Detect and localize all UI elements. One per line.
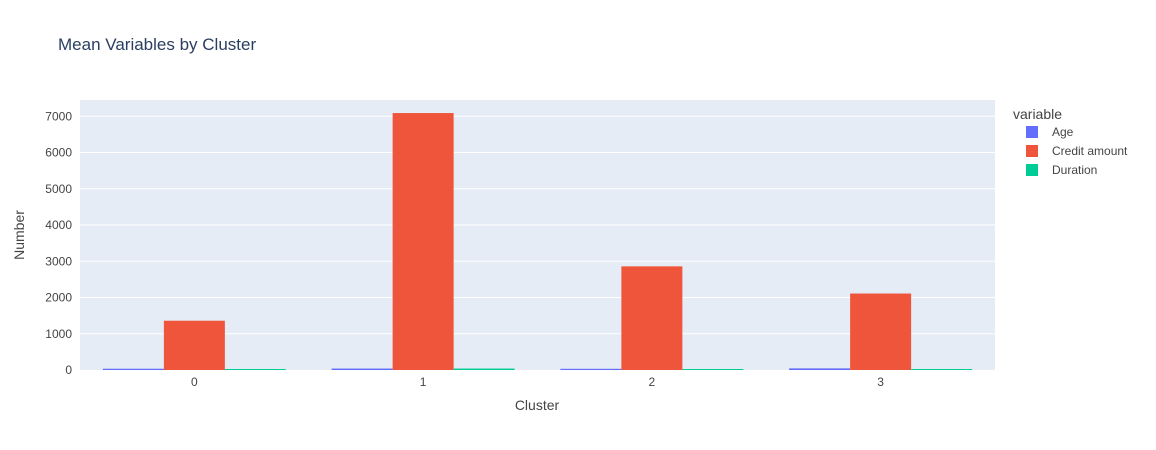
- legend-label: Duration: [1052, 163, 1097, 177]
- chart-title: Mean Variables by Cluster: [58, 35, 256, 54]
- legend-swatch: [1026, 164, 1038, 176]
- legend-swatch: [1026, 145, 1038, 157]
- legend-label: Credit amount: [1052, 144, 1128, 158]
- bar-age-cluster-1: [331, 368, 393, 370]
- y-tick-label: 2000: [45, 291, 72, 305]
- legend: variable Age Credit amount Duration: [1013, 106, 1128, 177]
- legend-item[interactable]: Duration: [1026, 163, 1097, 177]
- x-tick-label: 3: [877, 375, 884, 389]
- y-tick-label: 7000: [45, 109, 72, 123]
- bar-duration-cluster-2: [682, 369, 744, 370]
- y-tick-label: 1000: [45, 327, 72, 341]
- plot-area: [80, 100, 995, 370]
- bar-age-cluster-3: [789, 368, 851, 370]
- x-tick-label: 2: [649, 375, 656, 389]
- bar-age-cluster-2: [560, 368, 622, 370]
- bar-credit-amount-cluster-2: [621, 266, 683, 370]
- x-axis-title: Cluster: [515, 397, 560, 413]
- y-tick-label: 3000: [45, 254, 72, 268]
- legend-item[interactable]: Age: [1026, 125, 1074, 139]
- bar-duration-cluster-0: [224, 369, 286, 370]
- y-tick-label: 0: [65, 363, 72, 377]
- x-tick-label: 0: [191, 375, 198, 389]
- bar-credit-amount-cluster-1: [392, 113, 454, 370]
- legend-swatch: [1026, 126, 1038, 138]
- bar-age-cluster-0: [102, 368, 164, 370]
- bar-duration-cluster-1: [453, 368, 515, 370]
- legend-item[interactable]: Credit amount: [1026, 144, 1128, 158]
- x-tick-label: 1: [420, 375, 427, 389]
- y-tick-label: 4000: [45, 218, 72, 232]
- bar-credit-amount-cluster-3: [850, 293, 912, 370]
- y-tick-labels: 0 1000 2000 3000 4000 5000 6000 7000: [45, 109, 72, 377]
- legend-title: variable: [1013, 106, 1062, 122]
- y-axis-title: Number: [11, 210, 27, 260]
- y-tick-label: 6000: [45, 146, 72, 160]
- bar-credit-amount-cluster-0: [163, 320, 225, 370]
- y-tick-label: 5000: [45, 182, 72, 196]
- legend-label: Age: [1052, 125, 1074, 139]
- bar-duration-cluster-3: [911, 369, 973, 370]
- bars: [102, 113, 973, 370]
- x-tick-labels: 0 1 2 3: [191, 375, 884, 389]
- y-gridlines: [80, 115, 995, 335]
